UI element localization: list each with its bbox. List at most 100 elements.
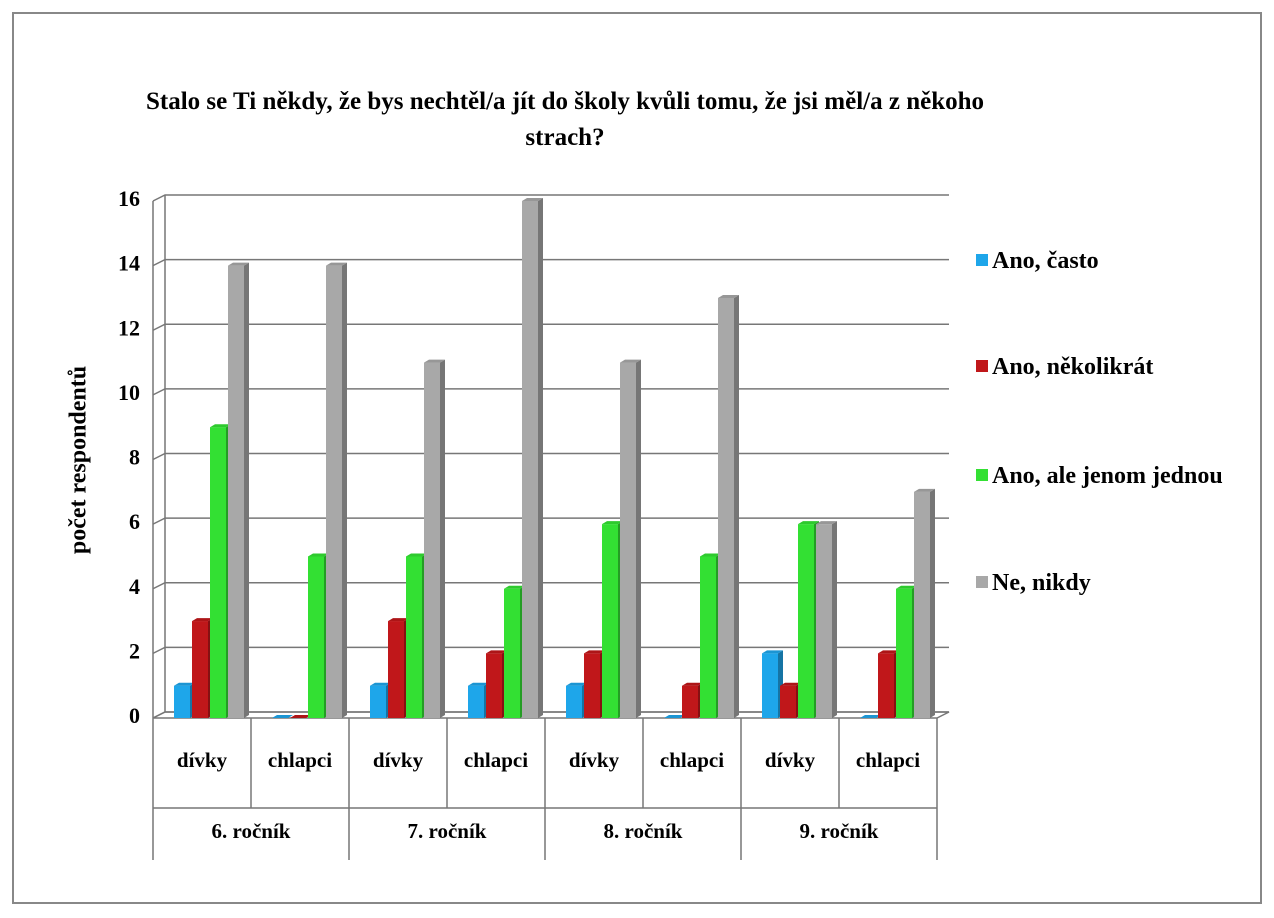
bar [914,491,930,718]
legend-label: Ano, několikrát [992,354,1154,380]
bar-top [780,682,801,686]
chart-title: Stalo se Ti někdy, že bys nechtěl/a jít … [145,88,985,151]
bar-side [538,198,543,718]
bar [326,265,342,718]
group-label: 9. ročník [800,819,879,843]
y-axis-label: počet respondentů [66,366,92,554]
bar-side [440,359,445,718]
bar-top [326,262,347,266]
legend-item: Ano, často [976,240,1236,282]
bar-top [272,715,293,718]
y-tick-label: 10 [118,380,140,405]
x-tick-label: chlapci [268,748,332,772]
bar-top [192,618,213,622]
bar-top [174,682,195,686]
bar-top [718,294,739,298]
bar-side [832,521,837,718]
bar-top [664,715,685,718]
bar-top [522,198,543,201]
bar-top [620,359,641,363]
bar-top [816,521,837,525]
legend-label: Ne, nikdy [992,570,1091,596]
bar [682,685,698,718]
y-tick-label: 6 [129,509,140,534]
legend-item: Ne, nikdy [976,562,1236,604]
bar-top [210,424,231,428]
bar-top [700,553,721,557]
bar-side [636,359,641,718]
bar-top [860,715,881,718]
bar [762,653,778,718]
grid-line [152,582,949,590]
bar-top [290,715,311,718]
bar-top [308,553,329,557]
bar-top [228,262,249,266]
bar [406,556,422,718]
bar [210,427,226,718]
bar-top [486,650,507,654]
bar-top [896,585,917,589]
x-tick-label: chlapci [464,748,528,772]
y-tick-label: 4 [129,574,140,599]
x-tick-label: chlapci [856,748,920,772]
legend-swatch [976,360,988,372]
bar-top [878,650,899,654]
legend-swatch [976,469,988,481]
bar [780,685,796,718]
legend-label: Ano, často [992,248,1099,274]
bar [174,685,190,718]
bar-top [762,650,783,654]
group-label: 6. ročník [212,819,291,843]
grid-line [152,646,949,655]
y-tick-label: 0 [129,703,140,728]
bar [468,685,484,718]
legend-item: Ano, několikrát [976,346,1236,388]
legend-swatch [976,576,988,588]
group-label: 7. ročník [408,819,487,843]
bar-top [914,488,935,492]
bar [192,621,208,718]
bar-top [370,682,391,686]
bar-top [424,359,445,363]
grid-line [152,517,949,525]
legend-item: Ano, ale jenom jednou [976,455,1236,497]
grid-line [152,194,949,202]
bar [700,556,716,718]
bar [388,621,404,718]
bar-top [566,682,587,686]
bar-top [602,521,623,525]
y-tick-label: 16 [118,186,140,211]
x-tick-label: chlapci [660,748,724,772]
bar [798,524,814,718]
x-tick-label: dívky [765,748,816,772]
bar-top [388,618,409,622]
group-label: 8. ročník [604,819,683,843]
y-tick-label: 14 [118,251,140,276]
bar [602,524,618,718]
bar-side [734,294,739,718]
bar [228,265,244,718]
bar-side [244,262,249,718]
bar-side [930,488,935,718]
y-tick-label: 2 [129,638,140,663]
y-tick-label: 8 [129,445,140,470]
x-tick-label: dívky [177,748,228,772]
bar-top [504,585,525,589]
grid-line [152,452,949,461]
bar-top [468,682,489,686]
bar [424,362,440,718]
bar-side [342,262,347,718]
bar [584,653,600,718]
x-tick-label: dívky [373,748,424,772]
bar [566,685,582,718]
bar [370,685,386,718]
y-tick-label: 12 [118,315,140,340]
bar [896,588,912,718]
grid-line [152,388,949,396]
legend-label: Ano, ale jenom jednou [992,463,1223,489]
bar-top [798,521,819,525]
bar-top [584,650,605,654]
bar [620,362,636,718]
